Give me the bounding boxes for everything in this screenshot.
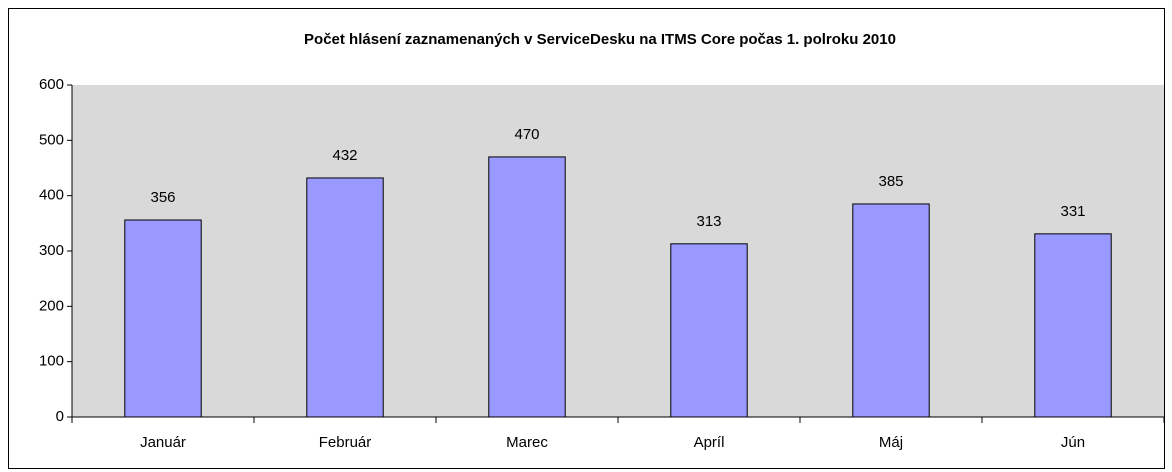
- y-tick-label: 600: [39, 76, 64, 93]
- y-tick-label: 400: [39, 187, 64, 204]
- bar: [670, 243, 748, 418]
- y-tick-label: 300: [39, 242, 64, 259]
- x-tick-label: Apríl: [694, 434, 725, 451]
- x-tick-label: Máj: [879, 434, 903, 451]
- data-label: 470: [514, 126, 539, 143]
- data-label: 356: [150, 189, 175, 206]
- plot-area: [72, 85, 1164, 417]
- data-label: 331: [1060, 203, 1085, 220]
- bar: [306, 177, 384, 418]
- y-tick-label: 200: [39, 297, 64, 314]
- data-label: 313: [696, 213, 721, 230]
- data-label: 432: [332, 147, 357, 164]
- y-tick-label: 500: [39, 131, 64, 148]
- bar: [852, 203, 930, 418]
- x-tick-label: Marec: [506, 434, 548, 451]
- y-tick-label: 0: [56, 408, 64, 425]
- bar: [488, 156, 566, 418]
- x-tick-label: Február: [319, 434, 372, 451]
- x-tick-label: Jún: [1061, 434, 1085, 451]
- y-tick-label: 100: [39, 353, 64, 370]
- chart-title: Počet hlásení zaznamenaných v ServiceDes…: [304, 31, 896, 48]
- bar: [124, 219, 202, 418]
- bar: [1034, 233, 1112, 418]
- data-label: 385: [878, 173, 903, 190]
- x-tick-label: Január: [140, 434, 186, 451]
